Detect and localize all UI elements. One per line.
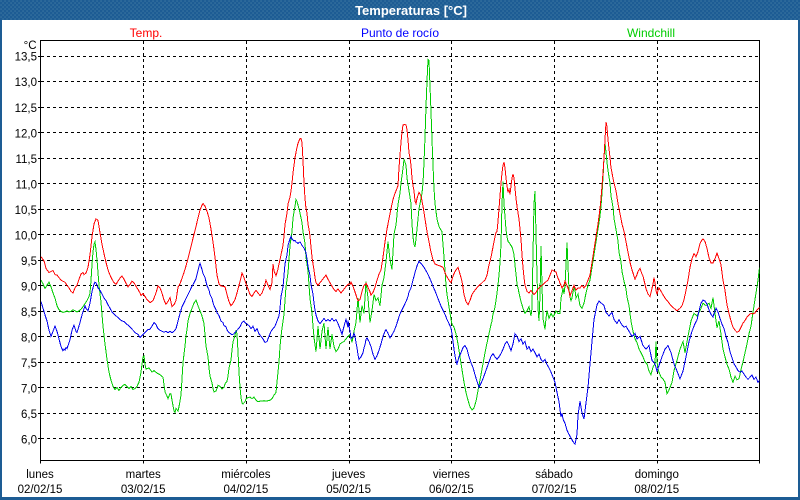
svg-text:9,0: 9,0 bbox=[21, 282, 37, 294]
svg-text:sábado: sábado bbox=[535, 469, 573, 481]
svg-text:11,5: 11,5 bbox=[15, 154, 37, 166]
svg-text:06/02/15: 06/02/15 bbox=[429, 484, 474, 496]
svg-text:8,5: 8,5 bbox=[21, 307, 37, 319]
svg-text:11,0: 11,0 bbox=[15, 179, 37, 191]
svg-text:7,0: 7,0 bbox=[21, 384, 37, 396]
svg-text:viernes: viernes bbox=[433, 469, 470, 481]
svg-text:domingo: domingo bbox=[635, 469, 679, 481]
svg-text:05/02/15: 05/02/15 bbox=[326, 484, 371, 496]
svg-text:04/02/15: 04/02/15 bbox=[224, 484, 269, 496]
svg-text:Punto de rocío: Punto de rocío bbox=[361, 26, 439, 40]
svg-text:miércoles: miércoles bbox=[221, 469, 270, 481]
svg-text:12,5: 12,5 bbox=[15, 103, 37, 115]
svg-text:jueves: jueves bbox=[331, 469, 365, 481]
svg-text:6,5: 6,5 bbox=[21, 409, 37, 421]
svg-text:martes: martes bbox=[126, 469, 161, 481]
svg-text:10,0: 10,0 bbox=[15, 230, 37, 242]
svg-text:02/02/15: 02/02/15 bbox=[18, 484, 63, 496]
svg-text:9,5: 9,5 bbox=[21, 256, 37, 268]
svg-text:10,5: 10,5 bbox=[15, 205, 37, 217]
svg-text:12,0: 12,0 bbox=[15, 128, 37, 140]
svg-text:13,0: 13,0 bbox=[15, 77, 37, 89]
svg-text:Temperaturas [°C]: Temperaturas [°C] bbox=[355, 3, 467, 18]
svg-text:03/02/15: 03/02/15 bbox=[121, 484, 166, 496]
svg-text:8,0: 8,0 bbox=[21, 333, 37, 345]
svg-text:Temp.: Temp. bbox=[130, 26, 163, 40]
svg-text:7,5: 7,5 bbox=[21, 358, 37, 370]
svg-text:08/02/15: 08/02/15 bbox=[634, 484, 679, 496]
svg-text:°C: °C bbox=[24, 40, 37, 52]
svg-text:lunes: lunes bbox=[26, 469, 54, 481]
svg-text:13,5: 13,5 bbox=[15, 52, 37, 64]
svg-text:07/02/15: 07/02/15 bbox=[532, 484, 577, 496]
svg-text:Windchill: Windchill bbox=[627, 26, 675, 40]
svg-text:6,0: 6,0 bbox=[21, 435, 37, 447]
